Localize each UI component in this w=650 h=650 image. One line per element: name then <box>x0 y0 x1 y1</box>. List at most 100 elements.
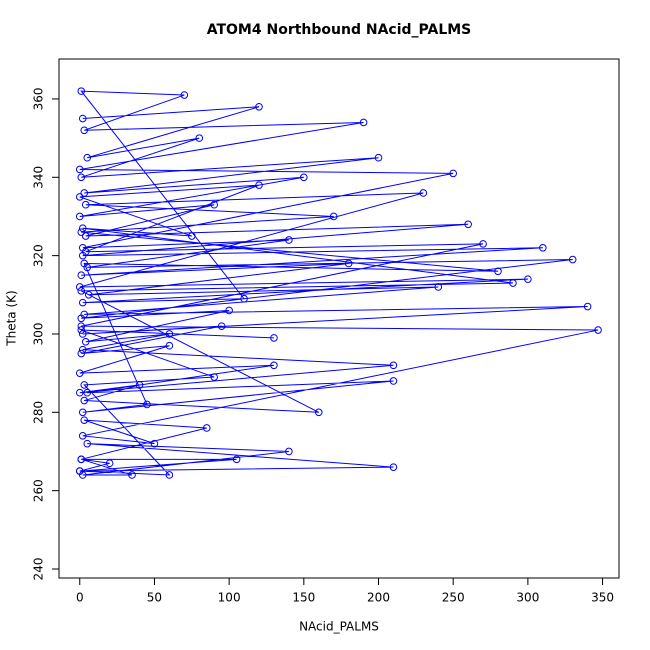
point <box>165 341 174 350</box>
point <box>77 287 86 295</box>
point <box>78 330 87 338</box>
point <box>77 87 86 95</box>
point <box>80 381 89 389</box>
point <box>150 439 159 448</box>
point <box>434 283 443 291</box>
point <box>240 294 248 303</box>
x-tick-label: 350 <box>591 591 614 605</box>
point <box>389 361 398 370</box>
point <box>359 118 368 127</box>
point <box>83 439 92 448</box>
point <box>314 408 323 417</box>
point <box>78 432 87 440</box>
point <box>524 275 532 283</box>
point <box>210 200 218 209</box>
plot-frame <box>58 58 620 579</box>
point <box>77 173 86 182</box>
point <box>568 255 577 264</box>
point <box>464 220 472 229</box>
point <box>77 349 86 358</box>
series-line <box>79 90 599 476</box>
point <box>232 455 241 464</box>
point <box>75 193 84 201</box>
x-tick-label: 150 <box>292 591 315 605</box>
x-tick-label: 100 <box>218 591 241 605</box>
x-tick-label: 300 <box>516 591 539 605</box>
x-tick-label: 0 <box>76 591 84 605</box>
point <box>165 471 174 479</box>
point <box>83 388 92 397</box>
point <box>389 463 398 471</box>
point <box>202 424 211 432</box>
point <box>75 369 84 377</box>
point <box>83 263 92 272</box>
point <box>75 388 84 397</box>
point <box>105 459 114 468</box>
point <box>285 447 293 456</box>
point <box>75 212 84 221</box>
point <box>78 408 87 417</box>
point <box>255 181 263 189</box>
point <box>255 102 263 111</box>
y-tick-label: 260 <box>32 479 46 502</box>
point <box>128 471 136 479</box>
point <box>77 228 86 236</box>
point <box>509 279 517 287</box>
point <box>225 306 233 315</box>
y-tick-label: 360 <box>32 88 46 111</box>
y-tick-label: 340 <box>32 166 46 189</box>
point <box>374 153 383 162</box>
point <box>344 259 353 268</box>
x-tick-label: 200 <box>367 591 390 605</box>
point <box>135 381 144 389</box>
point <box>539 243 547 252</box>
point <box>210 373 218 381</box>
point <box>329 212 338 221</box>
point <box>143 400 151 409</box>
point <box>78 224 87 233</box>
x-axis-title: NAcid_PALMS <box>299 620 379 634</box>
point <box>494 267 502 276</box>
y-tick-label: 300 <box>32 323 46 346</box>
point <box>81 247 90 256</box>
point <box>270 334 278 342</box>
point <box>75 165 84 174</box>
point <box>75 467 84 475</box>
point <box>449 169 457 178</box>
point <box>81 232 90 240</box>
chart-title: ATOM4 Northbound NAcid_PALMS <box>207 22 472 38</box>
x-tick-label: 50 <box>147 591 162 605</box>
point <box>80 396 89 405</box>
point <box>187 232 196 240</box>
point <box>75 283 84 291</box>
point <box>81 200 90 209</box>
point <box>594 326 602 334</box>
x-tick-label: 250 <box>442 591 465 605</box>
y-axis-title: Theta (K) <box>5 290 19 346</box>
point <box>81 338 90 346</box>
y-tick-label: 320 <box>32 244 46 267</box>
point <box>77 326 86 334</box>
point <box>479 240 487 248</box>
point <box>77 455 86 464</box>
point <box>83 153 92 162</box>
point <box>84 291 93 299</box>
y-tick-label: 280 <box>32 401 46 424</box>
point <box>419 189 428 197</box>
point <box>80 189 89 197</box>
point <box>195 134 204 142</box>
point <box>270 361 278 370</box>
point <box>80 416 89 424</box>
point <box>77 271 86 280</box>
point <box>583 302 592 311</box>
point <box>180 91 189 99</box>
point <box>78 298 87 307</box>
point <box>300 173 308 182</box>
y-tick-label: 240 <box>32 558 46 581</box>
point <box>78 114 87 123</box>
point <box>77 322 86 330</box>
point <box>389 377 398 385</box>
